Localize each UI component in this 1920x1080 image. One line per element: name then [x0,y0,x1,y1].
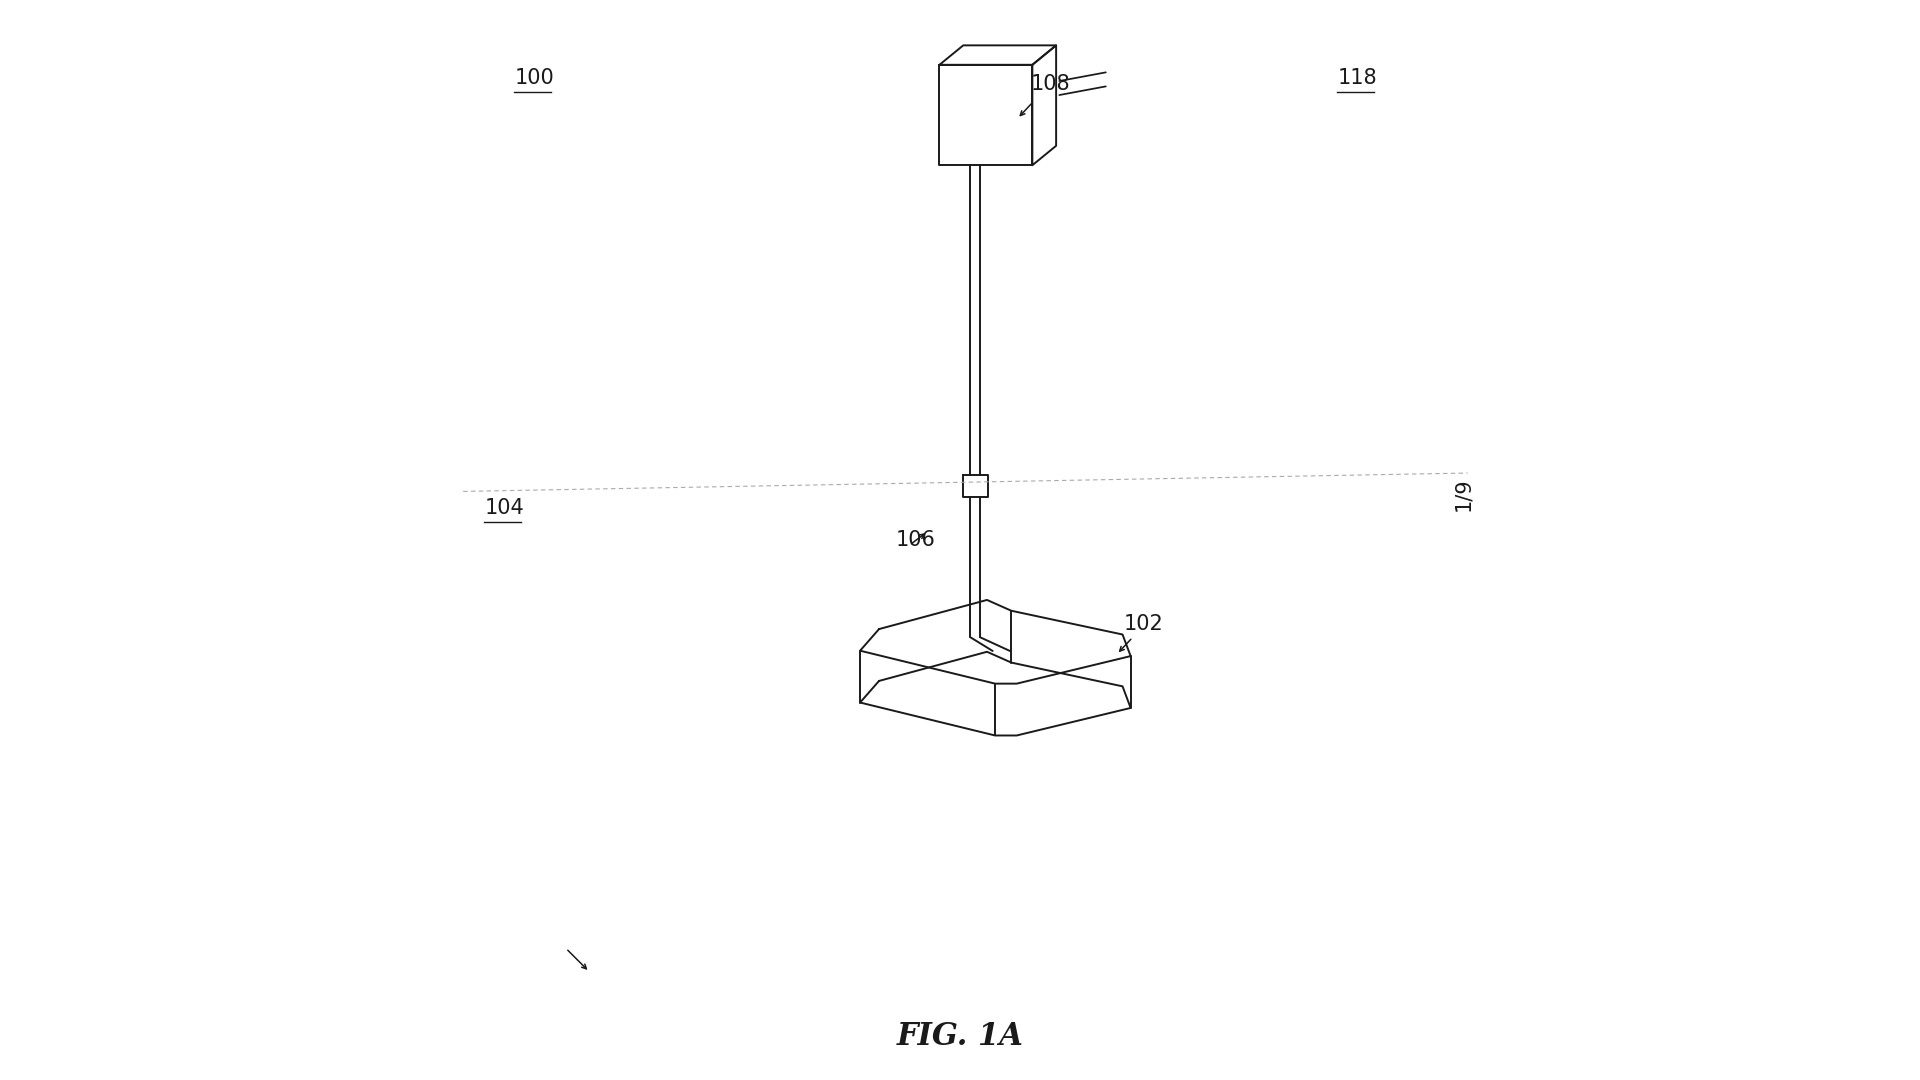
Text: 118: 118 [1338,68,1379,87]
Text: 102: 102 [1125,615,1164,634]
Text: 100: 100 [515,68,555,87]
Text: 106: 106 [895,530,935,550]
Text: 108: 108 [1031,75,1069,94]
Text: FIG. 1A: FIG. 1A [897,1022,1023,1052]
Text: 1/9: 1/9 [1453,477,1473,512]
Text: 104: 104 [484,498,524,517]
